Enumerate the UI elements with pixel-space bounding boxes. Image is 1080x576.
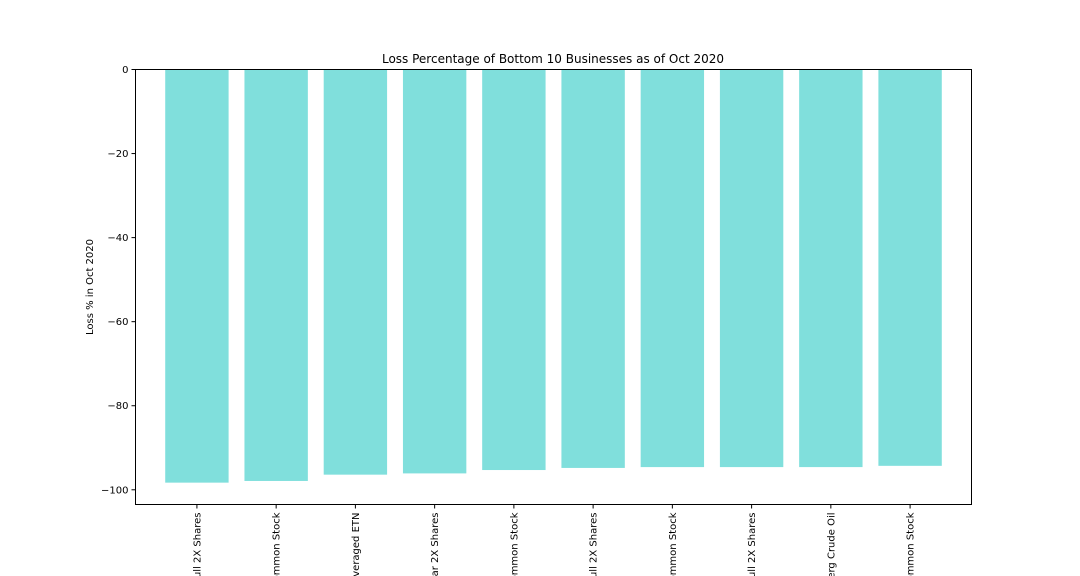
y-tick-label: −60 <box>107 317 128 328</box>
x-tick-label: ommon Stock <box>509 512 520 576</box>
x-tick-label: erg Crude Oil <box>826 513 837 576</box>
bar-7 <box>640 69 705 468</box>
y-tick-label: 0 <box>122 65 128 76</box>
x-tick-label: ar 2X Shares <box>430 513 441 576</box>
x-tick-label: ommon Stock <box>906 512 917 576</box>
bar-9 <box>799 69 863 468</box>
bar-6 <box>561 69 625 468</box>
y-axis: 0 −20 −40 −60 −80 −100 <box>101 65 136 496</box>
bar-3 <box>323 69 388 475</box>
x-tick-label: veraged ETN <box>351 513 362 576</box>
bar-10 <box>878 69 942 466</box>
bar-4 <box>402 69 467 474</box>
x-tick-label: ommon Stock <box>668 512 679 576</box>
y-tick-label: −40 <box>107 233 128 244</box>
plot-frame <box>135 69 972 505</box>
y-tick-label: −80 <box>107 401 128 412</box>
x-axis: ull 2X Shares ommon Stock veraged ETN ar 2X… <box>192 504 917 576</box>
y-axis-label: Loss % in Oct 2020 <box>85 239 96 335</box>
y-tick-label: −100 <box>101 485 128 496</box>
bar-8 <box>719 69 784 468</box>
chart-title: Loss Percentage of Bottom 10 Businesses … <box>382 52 724 66</box>
y-tick-label: −20 <box>107 149 128 160</box>
bar-2 <box>244 69 308 481</box>
x-tick-label: ommon Stock <box>272 512 283 576</box>
x-tick-label: ull 2X Shares <box>747 513 758 576</box>
x-tick-label: ull 2X Shares <box>589 513 600 576</box>
bar-5 <box>482 69 546 471</box>
bars-group <box>165 69 942 483</box>
x-tick-label: ull 2X Shares <box>192 513 203 576</box>
bar-1 <box>165 69 229 483</box>
